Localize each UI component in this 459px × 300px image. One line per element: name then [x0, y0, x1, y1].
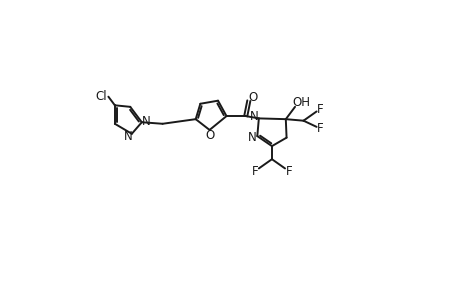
Text: O: O — [247, 91, 257, 104]
Text: F: F — [316, 103, 323, 116]
Text: O: O — [205, 129, 214, 142]
Text: N: N — [142, 115, 151, 128]
Text: N: N — [248, 131, 257, 144]
Text: F: F — [251, 165, 258, 178]
Text: N: N — [249, 110, 258, 123]
Text: Cl: Cl — [95, 90, 106, 103]
Text: N: N — [123, 130, 132, 143]
Text: F: F — [285, 165, 291, 178]
Text: F: F — [316, 122, 323, 135]
Text: OH: OH — [291, 96, 309, 109]
